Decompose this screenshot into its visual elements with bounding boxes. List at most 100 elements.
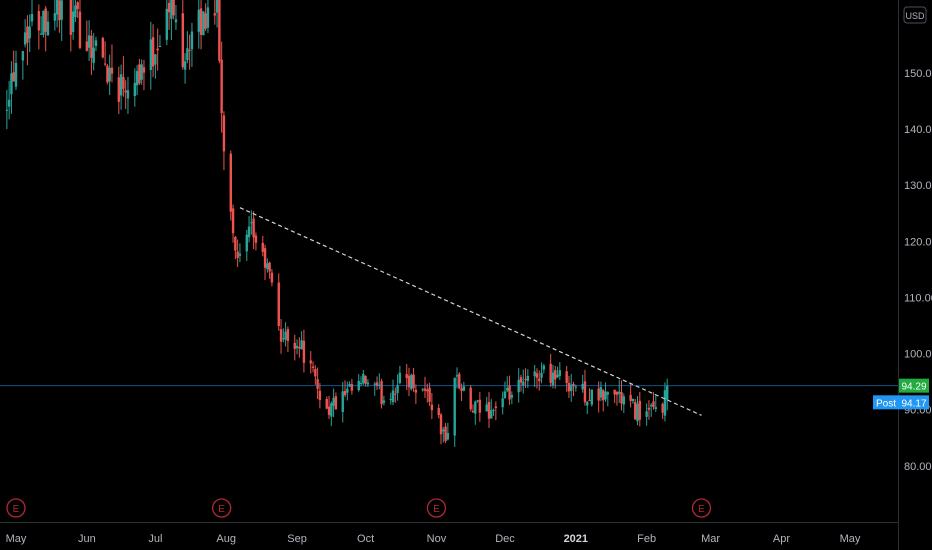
candle-body (590, 389, 594, 405)
earnings-icon-label: E (218, 504, 225, 515)
y-tick-label: 80.00 (904, 461, 932, 473)
candle-body (606, 392, 610, 395)
candle-body (622, 396, 626, 405)
candle-body (220, 59, 223, 114)
candle-body (263, 248, 267, 268)
trendline[interactable] (239, 207, 702, 416)
post-price-label: 94.17 (901, 398, 926, 409)
earnings-icon-label: E (433, 504, 440, 515)
candle-body (538, 378, 541, 382)
candle-body (574, 386, 578, 388)
candle-body (492, 409, 495, 411)
candle-body (12, 72, 15, 82)
candle-body (540, 372, 543, 378)
candle-body (55, 0, 59, 15)
candle-body (554, 370, 557, 380)
candle-body (556, 374, 559, 378)
candle-body (14, 62, 18, 87)
x-tick-label: Apr (773, 533, 790, 545)
candle-body (380, 381, 383, 405)
candle-body (394, 393, 397, 395)
candle-body (222, 115, 226, 152)
candle-body (26, 26, 29, 43)
candle-body (487, 401, 491, 419)
earnings-icon[interactable]: E (6, 498, 26, 518)
candle-body (602, 390, 605, 401)
candle-body (286, 329, 290, 342)
candle-body (199, 8, 203, 35)
candle-body (78, 11, 82, 48)
candle-body (53, 13, 57, 21)
x-tick-label: Jun (78, 533, 96, 545)
candle-body (270, 272, 274, 283)
earnings-icon-label: E (13, 504, 20, 515)
candle-body (359, 382, 363, 384)
candle-body (526, 375, 530, 381)
earnings-icon[interactable]: E (691, 498, 712, 518)
candle-body (519, 377, 523, 383)
candle-body (314, 369, 317, 377)
candle-body (126, 90, 130, 99)
candle-body (439, 414, 443, 435)
candle-body (586, 401, 589, 406)
candle-body (346, 388, 349, 393)
candle-body (295, 345, 299, 349)
candles-group (5, 0, 669, 447)
candle-body (629, 394, 632, 401)
candle-body (261, 242, 264, 252)
candle-body (238, 253, 242, 256)
candle-body (474, 401, 477, 414)
candle-body (124, 90, 127, 93)
x-tick-label: Dec (495, 533, 515, 545)
candle-body (407, 375, 411, 388)
candle-body (268, 262, 271, 272)
candle-body (599, 387, 603, 398)
candle-body (618, 391, 621, 394)
x-tick-label: Feb (637, 533, 656, 545)
candle-body (636, 403, 639, 422)
candle-body (535, 373, 539, 378)
candle-body (350, 384, 354, 391)
candle-body (410, 374, 413, 390)
price-axis[interactable]: 80.0090.00100.00110.00120.00130.00140.00… (904, 68, 932, 473)
candle-body (506, 387, 509, 391)
candle-body (302, 340, 306, 363)
candle-body (110, 67, 114, 74)
candle-body (558, 370, 562, 376)
candle-body (5, 109, 9, 111)
currency-label: USD (905, 11, 925, 21)
candle-body (325, 398, 328, 409)
candle-body (188, 50, 191, 52)
candle-body (279, 329, 283, 342)
candle-body (583, 381, 587, 403)
earnings-icon-label: E (698, 504, 705, 515)
candle-body (631, 398, 635, 402)
candle-body (442, 429, 445, 432)
x-tick-label: Oct (357, 533, 374, 545)
candle-body (524, 378, 527, 381)
candle-body (247, 226, 251, 238)
earnings-icon[interactable]: E (426, 498, 447, 518)
candle-body (341, 391, 344, 413)
candle-body (391, 390, 395, 403)
candle-body (666, 385, 669, 401)
time-axis[interactable]: May Jun Jul Aug Sep Oct Nov Dec 2021 Feb Mar Apr May (6, 533, 861, 545)
candle-body (663, 390, 667, 416)
trendline-group[interactable] (239, 207, 702, 416)
candle-body (197, 9, 200, 32)
candle-body (330, 403, 333, 417)
candle-body (638, 400, 641, 420)
candle-body (332, 397, 335, 406)
candle-body (382, 400, 386, 403)
candle-body (158, 46, 162, 48)
currency-badge[interactable]: USD (903, 6, 927, 24)
earnings-icon[interactable]: E (211, 498, 232, 518)
candle-body (645, 411, 648, 417)
candle-body (565, 371, 568, 383)
candle-body (490, 410, 493, 419)
candle-body (103, 63, 107, 65)
post-price-badge: Post 94.17 (873, 395, 929, 410)
candle-body (156, 48, 159, 51)
candle-body (318, 390, 322, 401)
